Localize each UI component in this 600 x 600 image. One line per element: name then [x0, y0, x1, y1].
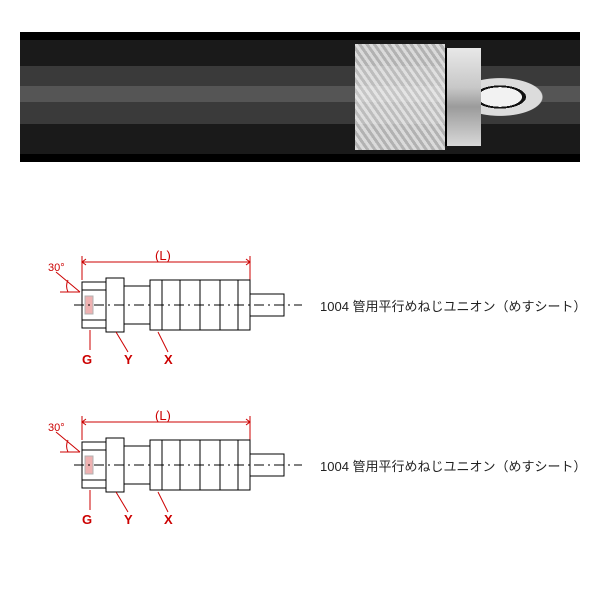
callout-G-2: G	[82, 512, 92, 527]
angle-1: 30°	[48, 262, 65, 274]
fitting-diagram-2	[50, 410, 350, 520]
hose-photo	[20, 32, 580, 162]
fitting-label-1: 1004 管用平行めねじユニオン（めすシート）	[320, 296, 580, 315]
fitting-svg	[50, 410, 310, 520]
callout-Y-1: Y	[124, 352, 133, 367]
callout-Y-2: Y	[124, 512, 133, 527]
angle-2: 30°	[48, 422, 65, 434]
dim-L-1: (L)	[155, 248, 171, 263]
fitting-label-2: 1004 管用平行めねじユニオン（めすシート）	[320, 456, 580, 475]
callout-X-1: X	[164, 352, 173, 367]
callout-G-1: G	[82, 352, 92, 367]
fitting-diagram-1	[50, 250, 350, 360]
fitting-svg	[50, 250, 310, 360]
callout-X-2: X	[164, 512, 173, 527]
page: { "hose": { "outer_color": "#121212", "b…	[0, 0, 600, 600]
dim-L-2: (L)	[155, 408, 171, 423]
